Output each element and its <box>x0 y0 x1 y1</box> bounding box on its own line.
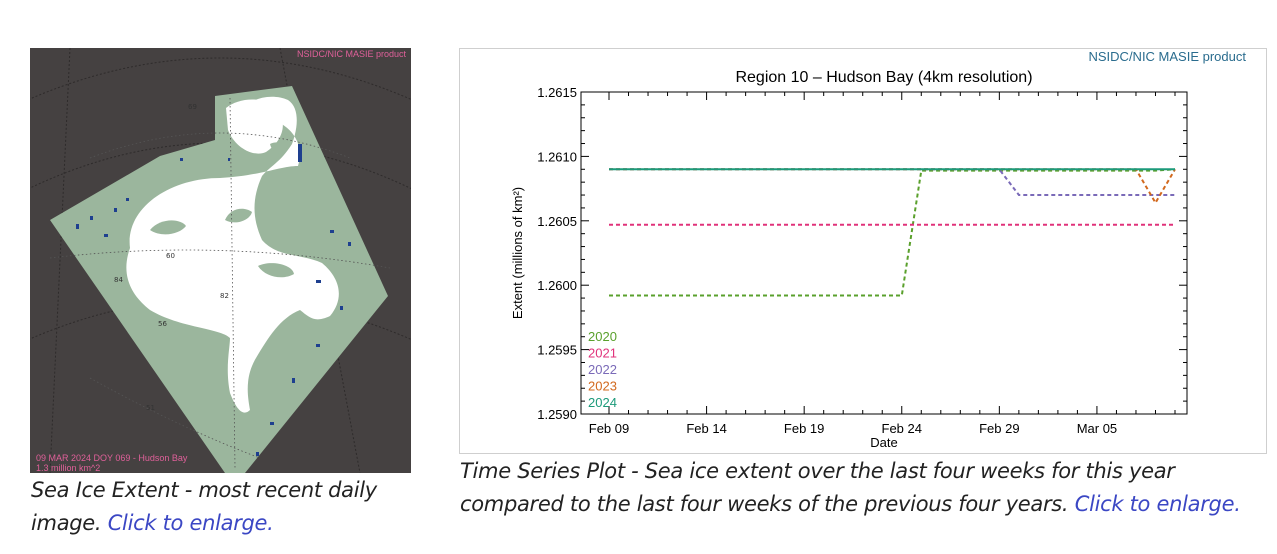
chart-svg: Region 10 – Hudson Bay (4km resolution) 1… <box>510 69 1188 450</box>
map-caption-text: Sea Ice Extent - most recent daily image… <box>31 478 377 535</box>
map-grid-label: 69 <box>188 103 197 111</box>
x-tick-label: Feb 19 <box>784 421 824 436</box>
plot-caption-text: Time Series Plot - Sea ice extent over t… <box>460 459 1175 516</box>
x-tick-label: Feb 14 <box>686 421 726 436</box>
series-line-2022 <box>609 168 1175 196</box>
x-tick-label: Feb 29 <box>979 421 1019 436</box>
y-tick-label: 1.2590 <box>537 407 577 422</box>
map-grid-label: 84 <box>114 276 123 284</box>
y-tick-label: 1.2600 <box>537 278 577 293</box>
map-graphic: 69 60 84 82 56 51 <box>30 48 411 473</box>
y-tick-label: 1.2615 <box>537 85 577 100</box>
legend-entry: 2023 <box>588 379 617 394</box>
series-line-2023 <box>609 168 1176 205</box>
legend-entry: 2020 <box>588 329 617 344</box>
sea-ice-map[interactable]: 69 60 84 82 56 51 NSIDC/NIC MASIE produc… <box>30 48 411 473</box>
plot-enlarge-link[interactable]: Click to enlarge. <box>1074 492 1241 516</box>
y-tick-label: 1.2605 <box>537 214 577 229</box>
map-grid-label: 51 <box>146 404 155 412</box>
time-series-plot[interactable]: NSIDC/NIC MASIE product Region 10 – Huds… <box>459 48 1267 454</box>
x-tick-label: Mar 05 <box>1077 421 1117 436</box>
map-grid-label: 60 <box>166 252 175 260</box>
chart-title: Region 10 – Hudson Bay (4km resolution) <box>735 69 1032 86</box>
y-axis-label: Extent (millions of km²) <box>510 187 525 319</box>
map-enlarge-link[interactable]: Click to enlarge. <box>107 511 274 535</box>
map-area-label: 1.3 million km^2 <box>36 463 101 473</box>
plot-credit-label: NSIDC/NIC MASIE product <box>1088 49 1247 64</box>
map-grid-label: 56 <box>158 320 167 328</box>
map-credit-label: NSIDC/NIC MASIE product <box>296 49 406 59</box>
legend-entry: 2021 <box>588 346 617 361</box>
map-caption: Sea Ice Extent - most recent daily image… <box>31 474 391 540</box>
map-date-label: 09 MAR 2024 DOY 069 - Hudson Bay <box>36 453 188 463</box>
y-tick-label: 1.2595 <box>537 343 577 358</box>
series-line-2020 <box>609 168 1176 297</box>
plot-frame <box>580 91 1188 415</box>
x-tick-label: Feb 09 <box>589 421 629 436</box>
x-axis-label: Date <box>870 435 897 450</box>
legend-entry: 2024 <box>588 395 617 410</box>
plot-caption: Time Series Plot - Sea ice extent over t… <box>460 455 1270 521</box>
map-grid-label: 82 <box>220 292 229 300</box>
legend-entry: 2022 <box>588 362 617 377</box>
y-tick-label: 1.2610 <box>537 149 577 164</box>
x-tick-label: Feb 24 <box>882 421 922 436</box>
